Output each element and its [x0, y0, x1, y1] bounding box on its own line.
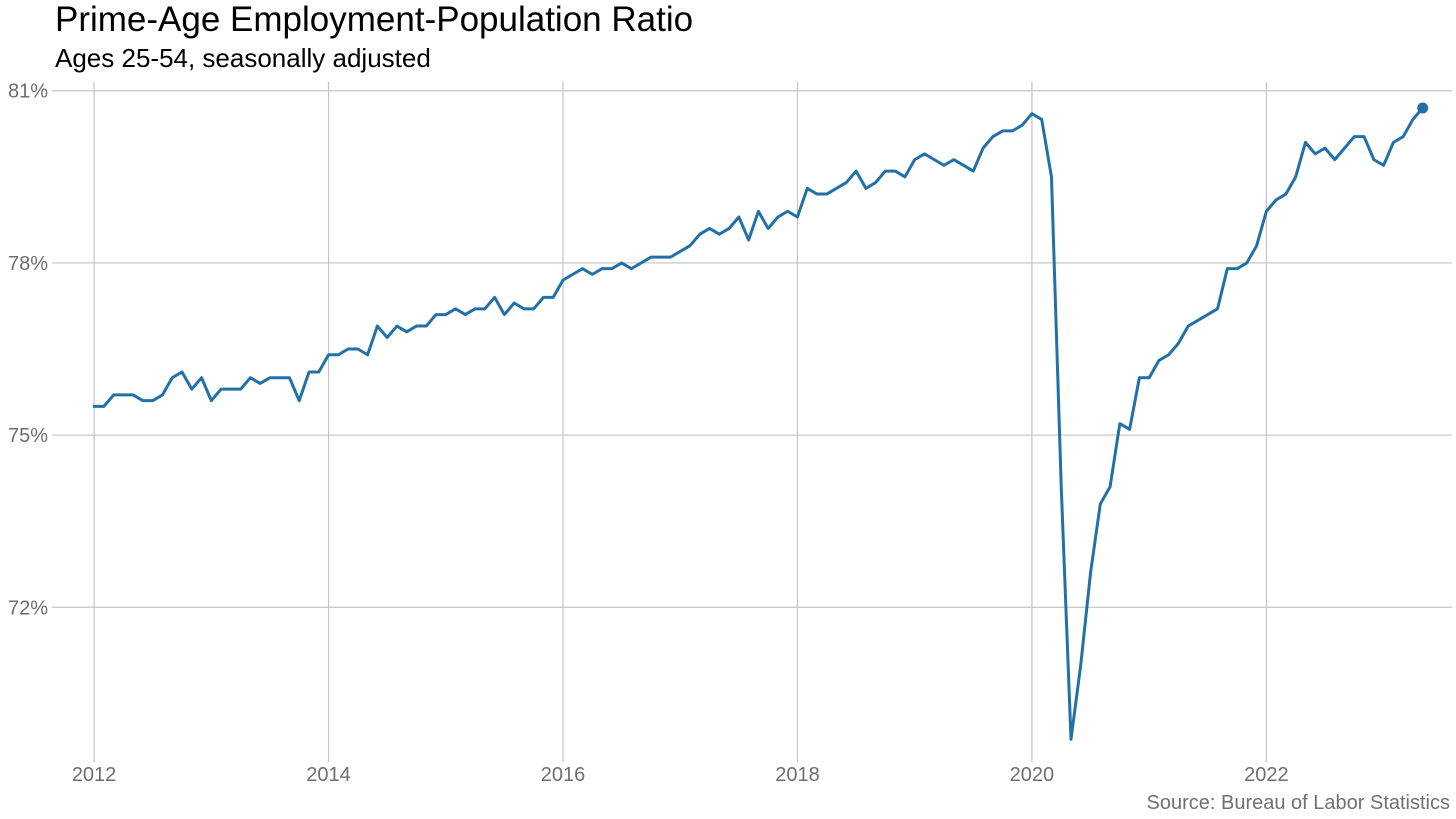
y-tick-label-3: 81%	[8, 81, 48, 103]
series-endpoint-marker-0	[1417, 102, 1429, 114]
x-tick-label-1: 2014	[306, 764, 351, 786]
x-tick-label-2: 2016	[541, 764, 586, 786]
x-tick-label-4: 2020	[1010, 764, 1055, 786]
series-line-0	[92, 106, 1425, 741]
y-tick-label-0: 72%	[8, 597, 48, 619]
chart-subtitle: Ages 25-54, seasonally adjusted	[55, 43, 431, 73]
y-tick-label-1: 75%	[8, 425, 48, 447]
chart-title: Prime-Age Employment-Population Ratio	[55, 0, 694, 39]
y-gridlines	[52, 90, 1452, 608]
x-gridlines	[93, 82, 1267, 762]
x-tick-label-3: 2018	[775, 764, 820, 786]
x-tick-labels: 2012 2014 2016 2018 2020 2022	[72, 764, 1289, 786]
series-group	[92, 102, 1429, 741]
x-tick-label-0: 2012	[72, 764, 117, 786]
chart-caption: Source: Bureau of Labor Statistics	[1146, 792, 1451, 814]
y-tick-label-2: 78%	[8, 253, 48, 275]
y-tick-labels: 72% 75% 78% 81%	[8, 81, 48, 620]
x-tick-label-5: 2022	[1244, 764, 1289, 786]
